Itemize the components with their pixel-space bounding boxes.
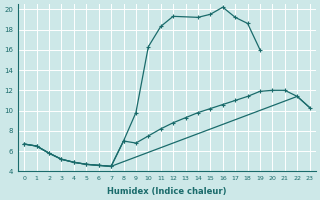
X-axis label: Humidex (Indice chaleur): Humidex (Indice chaleur) (107, 187, 227, 196)
